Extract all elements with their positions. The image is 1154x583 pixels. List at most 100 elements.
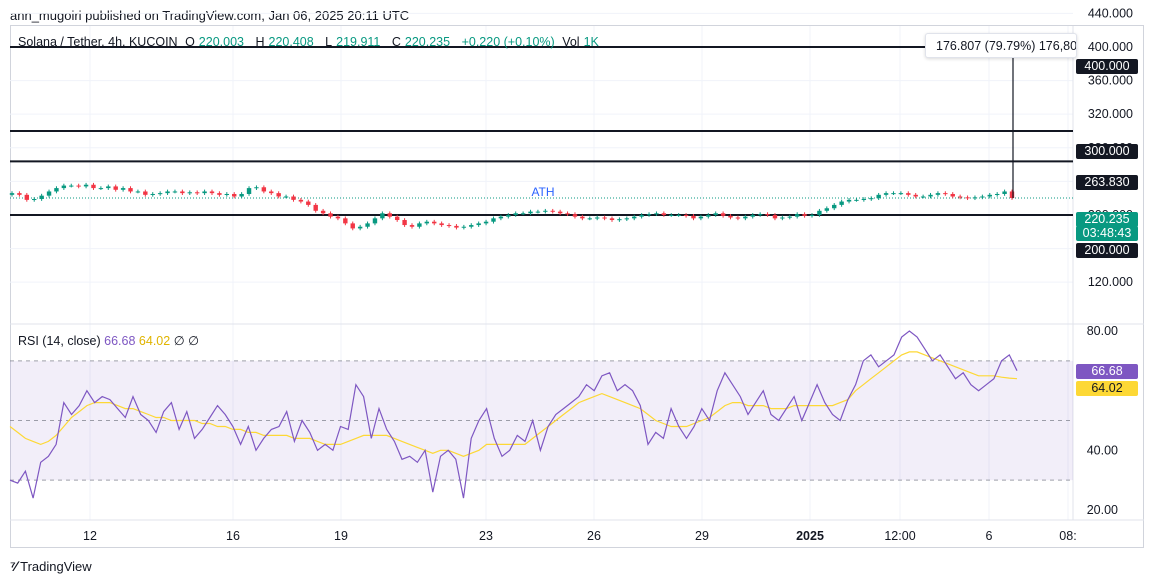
price-tag-300: 300.000 — [1076, 144, 1138, 159]
candle-body — [720, 213, 726, 216]
high-value: 220.408 — [268, 35, 314, 49]
candle-body — [269, 191, 274, 194]
candle-body — [61, 185, 67, 189]
candle-body — [454, 225, 459, 228]
candle-body — [91, 184, 96, 189]
close-key: C — [391, 35, 401, 49]
candle-body — [135, 191, 141, 193]
candle-body — [965, 197, 970, 199]
candle-body — [513, 213, 518, 215]
candle-body — [313, 204, 318, 211]
candle-body — [832, 204, 837, 209]
candle-body — [802, 214, 807, 216]
candle-body — [476, 223, 481, 226]
candle-body — [787, 216, 792, 218]
y-tick-label: 120.000 — [1088, 275, 1133, 289]
candle-body — [676, 214, 681, 216]
empty-set-icon: ∅ — [173, 334, 185, 348]
candle-body — [602, 217, 607, 219]
candle-body — [180, 191, 185, 194]
candle-body — [528, 211, 533, 214]
y-tick-label: 440.000 — [1088, 6, 1133, 20]
candle-body — [217, 193, 222, 195]
candle-body — [387, 213, 392, 217]
rsi-title[interactable]: RSI (14, close) — [18, 334, 101, 348]
candle-body — [157, 193, 163, 195]
candle-body — [365, 223, 370, 227]
candle-body — [876, 194, 881, 199]
candle-body — [491, 218, 496, 222]
candle-body — [17, 193, 22, 195]
measure-arrow — [1003, 46, 1023, 199]
candle-body — [446, 225, 452, 227]
candle-body — [683, 214, 689, 216]
candle-body — [46, 191, 52, 196]
candle-body — [483, 221, 489, 224]
current-price-tag: 220.235 — [1076, 212, 1138, 227]
candle-body — [1009, 191, 1015, 198]
candle-body — [402, 220, 407, 226]
price-tag-200: 200.000 — [1076, 243, 1138, 258]
candle-body — [69, 185, 74, 187]
candle-body — [432, 221, 437, 224]
candle-body — [757, 214, 763, 216]
rsi-ma-legend-value: 64.02 — [138, 334, 171, 348]
x-tick-label: 12:00 — [884, 529, 915, 543]
rsi-legend: RSI (14, close) 66.68 64.02 ∅ ∅ — [18, 333, 199, 348]
high-key: H — [255, 35, 265, 49]
low-key: L — [325, 35, 333, 49]
candle-body — [550, 210, 555, 212]
candle-body — [372, 218, 378, 224]
candle-body — [380, 213, 385, 219]
candle-body — [765, 214, 770, 216]
candle-body — [328, 213, 333, 217]
empty-set-icon-2: ∅ — [188, 334, 199, 348]
volume-key: Vol — [562, 35, 580, 49]
price-legend: Solana / Tether, 4h, KUCOIN O 220.003 H 22… — [18, 35, 607, 49]
candle-body — [957, 196, 963, 198]
candle-body — [498, 216, 504, 219]
candle-body — [950, 193, 955, 197]
rsi-tick-label: 20.00 — [1087, 503, 1118, 517]
rsi-legend-value: 66.68 — [104, 334, 136, 348]
candle-body — [194, 192, 200, 194]
candle-body — [898, 193, 904, 195]
candle-body — [209, 191, 215, 194]
candle-body — [772, 214, 778, 219]
candle-body — [224, 193, 230, 195]
candle-body — [906, 193, 911, 195]
candle-body — [646, 214, 652, 216]
candle-body — [594, 217, 600, 219]
publisher-line: ann_mugoiri published on TradingView.com… — [10, 8, 410, 23]
x-tick-label: 6 — [986, 529, 993, 543]
candle-body — [557, 211, 563, 214]
candle-body — [343, 218, 348, 224]
candle-body — [39, 195, 44, 200]
candle-body — [639, 214, 644, 217]
tradingview-logo[interactable]: ⁷∕ TradingView — [10, 558, 92, 574]
measure-label[interactable]: 176.807 (79.79%) 176,807 — [925, 33, 1077, 58]
ath-label: ATH — [531, 185, 554, 199]
candle-body — [654, 213, 659, 215]
symbol-name[interactable]: Solana / Tether, 4h, KUCOIN — [18, 35, 178, 49]
x-tick-label: 29 — [695, 529, 709, 543]
candle-body — [439, 223, 444, 226]
candle-body — [461, 226, 467, 228]
y-tick-label: 400.000 — [1088, 40, 1133, 54]
candle-body — [202, 191, 207, 194]
candle-body — [609, 218, 615, 221]
candle-body — [728, 215, 733, 218]
x-tick-label: 08: — [1059, 529, 1076, 543]
candle-body — [506, 214, 511, 217]
y-tick-label: 360.000 — [1088, 74, 1133, 88]
candle-body — [883, 193, 889, 195]
candle-body — [794, 214, 800, 217]
candle-body — [76, 185, 81, 187]
candle-body — [291, 196, 296, 200]
candles — [9, 182, 1015, 231]
countdown-tag: 03:48:43 — [1076, 226, 1138, 241]
candle-body — [565, 213, 570, 215]
candle-body — [928, 194, 933, 197]
candle-body — [254, 187, 259, 189]
